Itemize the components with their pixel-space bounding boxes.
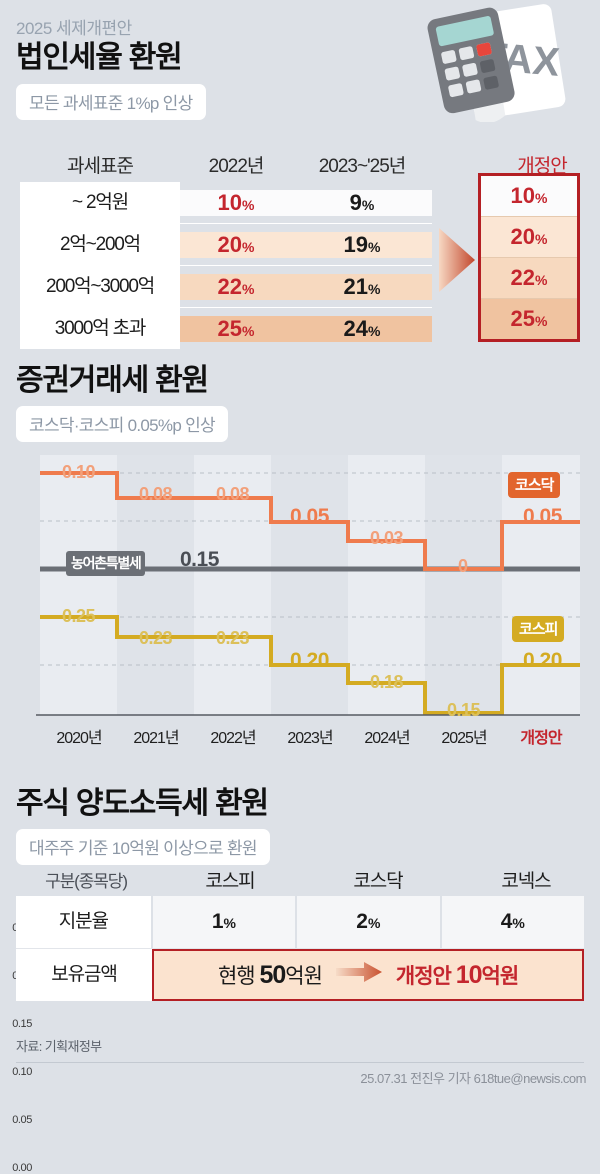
footer-divider [16,1062,584,1063]
chart-bands [40,455,580,715]
y-tick-4: 0.05 [12,1114,32,1126]
page-title: 법인세율 환원 [16,41,183,74]
corporate-tax-header-row: 과세표준 2022년 2023~'25년 개정안 [0,148,600,182]
kospi-label-2020: 0.25 [62,606,96,626]
kosdaq-label-2022: 0.08 [216,484,250,504]
farm-tax-value: 0.15 [180,548,219,571]
capital-gains-pill: 대주주 기준 10억원 이상으로 환원 [16,828,270,865]
holding-revised: 개정안 10억원 [395,961,519,989]
table-row: 2억~200억 20% 19% [20,224,432,266]
kosdaq-step-line [40,471,580,571]
kosdaq-label-2024: 0.03 [370,528,404,548]
header-pill: 모든 과세표준 1%p 인상 [16,83,206,120]
col-header-kospi: 코스피 [205,870,255,892]
kospi-label-2022: 0.23 [216,628,250,648]
col-header-2022: 2022년 [208,156,265,177]
header-section: 2025 세제개편안 법인세율 환원 모든 과세표준 1%p 인상 [16,14,600,120]
kospi-label-2023: 0.20 [290,649,329,672]
kosdaq-label-2023: 0.05 [290,505,329,528]
col-header-kosdaq: 코스닥 [353,870,403,892]
kospi-label-2021: 0.23 [139,628,173,648]
col-header-revised: 개정안 [517,156,567,177]
capital-gains-header-row: 구분(종목당) 코스피 코스닥 코넥스 [0,862,600,896]
header-kicker: 2025 세제개편안 [16,19,132,38]
credit-label: 25.07.31 전진우 기자 618tue@newsis.com [360,1071,586,1086]
capital-gains-body: 지분율 1% 2% 4% 보유금액 현행 50억원 개정안 10억원 [16,896,584,1001]
cell-2022: 25% [180,315,292,342]
table-row: 지분율 1% 2% 4% [16,896,584,948]
holding-current: 현행 50억원 [217,961,323,989]
row-bracket: 3000억 초과 [20,308,180,349]
right-arrow-icon [335,962,382,988]
revised-cell: 20% [481,217,577,258]
source-label: 자료: 기획재정부 [16,1039,102,1054]
row-bracket: 200억~3000억 [20,266,180,307]
right-arrow-icon [437,222,477,298]
x-tick-revised: 개정안 [520,730,562,747]
x-tick-2020: 2020년 [56,730,102,747]
corporate-tax-table: 과세표준 2022년 2023~'25년 개정안 ~ 2억원 10% 9% 2억… [0,148,600,349]
table-row: 3000억 초과 25% 24% [20,308,432,349]
col-header-bracket: 과세표준 [67,156,134,177]
cell-2022: 10% [180,189,292,216]
cell-kospi-ratio: 1% [150,896,296,948]
cell-2022: 22% [180,273,292,300]
securities-section-header: 증권거래세 환원 코스닥·코스피 0.05%p 인상 [16,362,600,442]
securities-tax-chart: 0.25 0.20 0.15 0.10 0.05 0.00 [0,455,600,1174]
x-tick-2025: 2025년 [441,730,487,747]
x-tick-2021: 2021년 [133,730,179,747]
chart-svg [36,455,580,716]
x-tick-2024: 2024년 [364,730,410,747]
kosdaq-label-revised: 0.05 [523,505,562,528]
kospi-label-2024: 0.18 [370,672,404,692]
x-tick-2022: 2022년 [210,730,256,747]
row-bracket: 2억~200억 [20,224,180,265]
securities-pill: 코스닥·코스피 0.05%p 인상 [16,405,228,442]
row-label-share-ratio: 지분율 [16,896,151,948]
farm-tax-badge: 농어촌특별세 [66,551,146,576]
x-tick-2023: 2023년 [287,730,333,747]
cell-2023-25: 24% [292,315,432,342]
capital-gains-table: 구분(종목당) 코스피 코스닥 코넥스 지분율 1% 2% 4% 보유금액 현행… [0,862,600,1001]
revised-cell: 10% [481,176,577,217]
kospi-label-2025: 0.15 [447,700,481,720]
cell-konex-ratio: 4% [439,896,584,948]
table-row: 200억~3000억 22% 21% [20,266,432,308]
table-row: 보유금액 현행 50억원 개정안 10억원 [16,948,584,1001]
row-bracket: ~ 2억원 [20,182,180,223]
securities-title: 증권거래세 환원 [16,364,209,397]
y-tick-5: 0.00 [12,1162,32,1174]
cell-2023-25: 19% [292,231,432,258]
y-tick-3: 0.10 [12,1066,32,1078]
revised-cell: 22% [481,258,577,299]
kospi-badge: 코스피 [512,616,565,642]
kosdaq-label-2025: 0 [458,556,468,576]
calculator-tax-paper-icon: TAX [415,2,590,124]
kosdaq-badge: 코스닥 [508,472,561,498]
kospi-label-revised: 0.20 [523,649,562,672]
cell-2022: 20% [180,231,292,258]
cell-2023-25: 21% [292,273,432,300]
kospi-step-line [40,615,580,715]
revised-cell: 25% [481,299,577,339]
col-header-category: 구분(종목당) [45,871,128,891]
revised-values-box: 10% 20% 22% 25% [478,173,580,342]
row-label-holding: 보유금액 [16,949,153,1001]
capital-gains-section: 주식 양도소득세 환원 대주주 기준 10억원 이상으로 환원 [16,785,600,865]
table-row: ~ 2억원 10% 9% [20,182,432,224]
capital-gains-title: 주식 양도소득세 환원 [16,787,269,820]
holding-amount-change: 현행 50억원 개정안 10억원 [152,949,584,1001]
col-header-konex: 코넥스 [501,870,551,892]
kosdaq-label-2020: 0.10 [62,462,96,482]
cell-2023-25: 9% [292,189,432,216]
cell-kosdaq-ratio: 2% [295,896,440,948]
kosdaq-label-2021: 0.08 [139,484,173,504]
y-tick-2: 0.15 [12,1018,32,1030]
corporate-tax-body: ~ 2억원 10% 9% 2억~200억 20% 19% 200억~3000억 … [20,182,432,349]
col-header-2023-25: 2023~'25년 [318,156,407,177]
